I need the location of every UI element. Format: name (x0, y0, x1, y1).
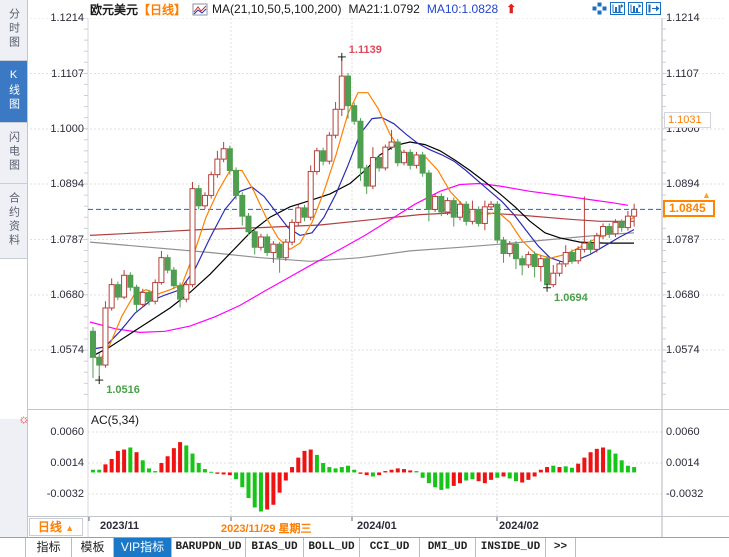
ac-histogram (91, 442, 637, 512)
price-label-right: 1.1107 (666, 68, 699, 80)
chart-header: 欧元美元 【日线】 MA(21,10,50,5,100,200) MA21:1.… (28, 0, 729, 18)
tab-more[interactable]: >> (546, 538, 576, 557)
ma-line-ma5 (89, 92, 635, 361)
price-label-right: 1.1214 (666, 12, 700, 24)
ma-lines (89, 92, 635, 361)
tab-indicators[interactable]: 指标 (26, 538, 72, 557)
ma-line-ma200 (89, 232, 635, 262)
indicator-settings-icon[interactable]: ☼ (18, 411, 30, 426)
ma-line-ma100 (89, 211, 634, 236)
panel-dividers (28, 0, 729, 537)
price-label-right: 1.0574 (666, 344, 700, 356)
indicator-label-right: -0.0032 (666, 488, 704, 500)
ma-line-ma21 (89, 141, 634, 358)
price-direction-up-icon: ▲ (702, 190, 711, 200)
price-label-right: 1.0787 (666, 234, 700, 246)
tab-boll-ud[interactable]: BOLL_UD (304, 538, 360, 557)
indicator-label-right: 0.0060 (666, 426, 700, 438)
candles (90, 56, 638, 381)
tab-dmi-ud[interactable]: DMI_UD (420, 538, 476, 557)
indicator-tab-bar: 指标 模板 VIP指标 BARUPDN_UD BIAS_UD BOLL_UD C… (0, 537, 729, 557)
ma10-value: MA10:1.0828 (426, 2, 499, 16)
indicator-label-left: 0.0060 (50, 426, 84, 438)
sidebar-item-flash-chart[interactable]: 闪电图 (0, 123, 27, 184)
price-label-right: 1.0894 (666, 178, 700, 190)
tab-barupdn-ud[interactable]: BARUPDN_UD (172, 538, 246, 557)
xaxis-label: 2024/01 (357, 520, 397, 532)
high-price-annotation: 1.1139 (349, 44, 382, 56)
chart-type-sidebar: 分时图 K线图 闪电图 合约资料 (0, 0, 28, 537)
zoom-out-scale-icon[interactable] (628, 2, 643, 15)
extreme-markers: 1.1139 1.0516 1.0694 (95, 44, 589, 396)
sidebar-filler (0, 259, 27, 419)
last-price-marker: 1.0845 (663, 200, 715, 217)
sidebar-item-kline-chart[interactable]: K线图 (0, 61, 27, 123)
grid-lines (30, 17, 726, 516)
alert-price-marker: 1.1031 (664, 112, 711, 128)
indicator-label-right: 0.0014 (666, 457, 700, 469)
pan-tool-icon[interactable] (592, 2, 607, 15)
price-label-left: 1.0894 (50, 178, 84, 190)
price-label-left: 1.0574 (50, 344, 84, 356)
price-up-arrow-icon: ⬆ (506, 2, 517, 16)
tab-bias-ud[interactable]: BIAS_UD (246, 538, 304, 557)
ma-line-ma50 (89, 182, 629, 334)
price-label-left: 1.1000 (50, 123, 84, 135)
sidebar-item-time-chart[interactable]: 分时图 (0, 0, 27, 61)
tab-vip-indicators[interactable]: VIP指标 (114, 538, 172, 557)
tab-templates[interactable]: 模板 (72, 538, 114, 557)
dropdown-arrow-icon: ▲ (65, 523, 75, 533)
ma-indicator-icon (192, 3, 208, 15)
tabbar-corner-cell (0, 538, 26, 557)
tab-cci-ud[interactable]: CCI_UD (360, 538, 420, 557)
xaxis-label: 2024/02 (499, 520, 539, 532)
symbol-name: 欧元美元 (90, 2, 139, 17)
indicator-label-left: -0.0032 (46, 488, 84, 500)
period-tag: 【日线】 (138, 2, 187, 17)
ma21-value: MA21:1.0792 (348, 2, 420, 16)
swing-low-annotation: 1.0694 (554, 292, 589, 304)
chart-toolbar (592, 2, 661, 15)
low-price-annotation: 1.0516 (106, 384, 140, 396)
crosshair-date-label: 2023/11/29 星期三 (221, 523, 312, 535)
price-label-right: 1.0680 (666, 289, 700, 301)
go-to-latest-icon[interactable] (646, 2, 661, 15)
ma-params-label: MA(21,10,50,5,100,200) (212, 2, 342, 16)
period-selector[interactable]: 日线 ▲ (29, 518, 83, 536)
indicator-label-left: 0.0014 (50, 457, 84, 469)
xaxis-label: 2023/11 (100, 520, 140, 532)
price-label-left: 1.1214 (50, 12, 84, 24)
tab-inside-ud[interactable]: INSIDE_UD (476, 538, 546, 557)
indicator-name: AC(5,34) (91, 413, 140, 427)
zoom-in-scale-icon[interactable] (610, 2, 625, 15)
price-label-left: 1.0680 (50, 289, 84, 301)
price-label-left: 1.0787 (50, 234, 84, 246)
price-label-left: 1.1107 (51, 68, 84, 80)
sidebar-item-contract-info[interactable]: 合约资料 (0, 184, 27, 259)
